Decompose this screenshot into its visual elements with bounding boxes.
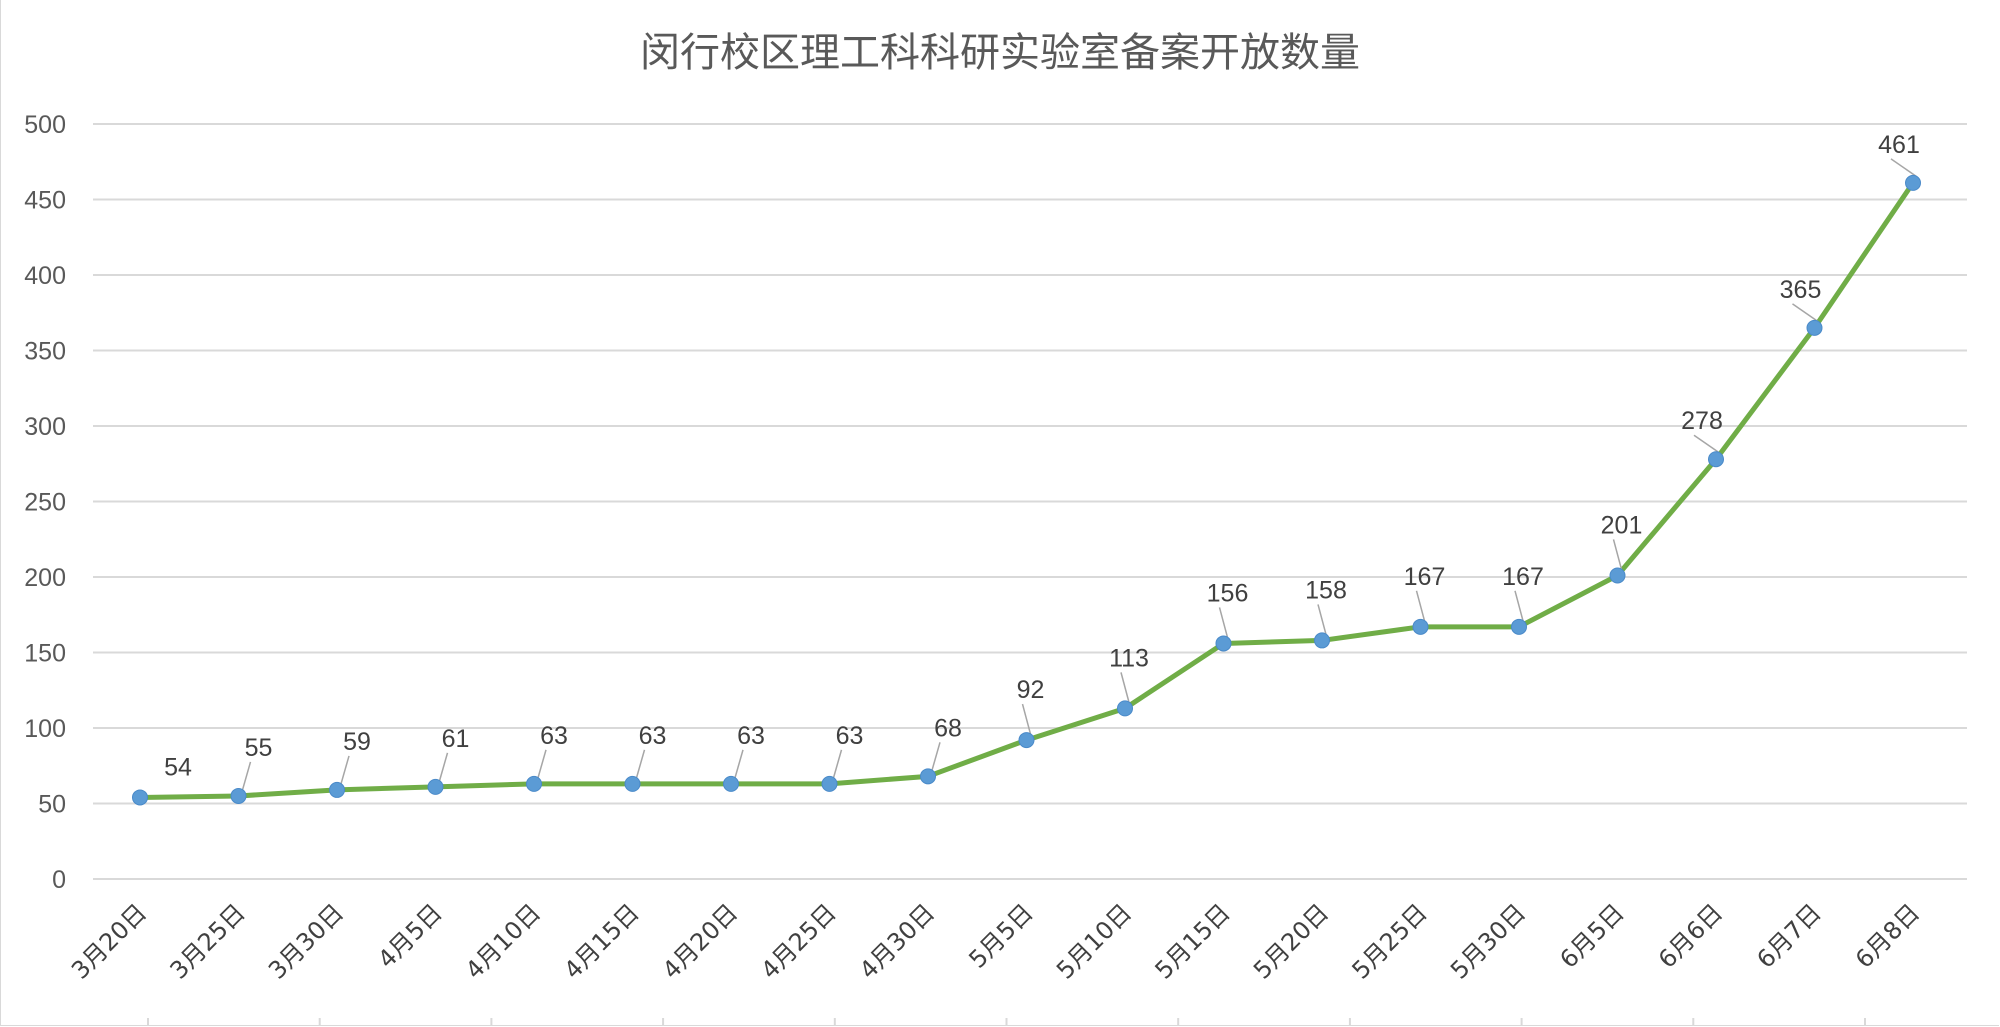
- y-tick-label: 200: [24, 564, 66, 592]
- data-label: 113: [1109, 644, 1149, 672]
- x-tick-label: 6月8日: [1850, 898, 1925, 973]
- data-label: 55: [245, 734, 273, 762]
- y-tick-label: 0: [52, 866, 66, 894]
- chart-title: 闵行校区理工科科研实验室备案开放数量: [640, 30, 1360, 76]
- data-point-marker: [1905, 174, 1921, 191]
- data-point-marker: [821, 775, 838, 792]
- x-tick-label: 5月20日: [1248, 898, 1334, 984]
- data-point-marker: [1511, 618, 1527, 635]
- x-tick-label: 5月10日: [1051, 898, 1137, 984]
- data-label: 278: [1681, 407, 1723, 435]
- data-point-marker: [132, 789, 148, 806]
- data-label: 201: [1601, 511, 1643, 539]
- data-label-leader: [1890, 158, 1918, 178]
- data-label-leader: [734, 749, 744, 779]
- y-tick-label: 350: [24, 338, 66, 366]
- data-point-marker: [1215, 635, 1232, 652]
- y-tick-label: 400: [24, 262, 66, 290]
- data-label-leader: [1415, 590, 1426, 622]
- y-tick-label: 100: [24, 715, 66, 743]
- data-point-marker: [624, 775, 641, 792]
- y-tick-label: 500: [24, 111, 66, 139]
- data-label: 68: [934, 714, 962, 742]
- x-tick-label: 4月30日: [854, 898, 940, 984]
- data-label-leader: [537, 749, 547, 779]
- data-label: 54: [164, 753, 192, 781]
- data-label: 365: [1780, 276, 1822, 304]
- x-tick-label: 4月5日: [372, 898, 447, 973]
- data-label-leader: [241, 761, 252, 791]
- y-tick-label: 50: [38, 791, 66, 819]
- x-tick-label: 3月30日: [263, 898, 349, 984]
- x-tick-label: 6月7日: [1751, 898, 1826, 973]
- data-label: 167: [1404, 563, 1446, 591]
- data-label-leader: [931, 742, 941, 771]
- data-label: 63: [540, 722, 568, 750]
- data-point-marker: [723, 775, 739, 792]
- x-tick-label: 4月25日: [756, 898, 842, 984]
- data-label-leader: [1792, 303, 1819, 323]
- x-tick-label: 3月25日: [165, 898, 251, 984]
- data-point-marker: [329, 781, 345, 798]
- data-label-leader: [1218, 607, 1229, 638]
- data-label-leader: [1120, 672, 1130, 703]
- y-tick-label: 150: [24, 640, 66, 668]
- data-label-leader: [340, 755, 350, 785]
- data-label-leader: [1612, 539, 1623, 570]
- data-label: 92: [1017, 676, 1045, 704]
- x-tick-label: 3月20日: [66, 898, 152, 984]
- data-label-leader: [1317, 604, 1327, 635]
- data-point-marker: [1708, 451, 1724, 468]
- data-label: 461: [1878, 131, 1920, 159]
- y-tick-label: 250: [24, 489, 66, 517]
- data-point-marker: [1609, 567, 1626, 584]
- data-label-leader: [635, 749, 646, 779]
- data-labels: 54 55 59 61 63 63 63 63 68 92 113 156 158 167 167 201 27…: [164, 131, 1920, 782]
- x-axis-bottom-ticks: [147, 1018, 1866, 1026]
- data-label-leader: [832, 749, 843, 779]
- x-tick-label: 5月30日: [1445, 898, 1531, 984]
- data-point-marker: [920, 768, 936, 785]
- data-point-marker: [526, 775, 542, 792]
- x-tick-label: 5月15日: [1150, 898, 1236, 984]
- y-axis-tick-labels: 0 50 100 150 200 250 300 350 400 450 500: [24, 111, 66, 894]
- data-label: 63: [737, 722, 765, 750]
- y-tick-label: 300: [24, 413, 66, 441]
- data-label-leaders: [241, 158, 1918, 791]
- data-label: 156: [1207, 579, 1249, 607]
- data-label-leader: [1693, 434, 1721, 454]
- data-point-marker: [1117, 700, 1133, 717]
- x-tick-label: 4月15日: [559, 898, 645, 984]
- data-point-marker: [230, 787, 247, 804]
- y-tick-label: 450: [24, 187, 66, 215]
- data-label-leader: [1021, 703, 1032, 735]
- x-tick-label: 6月5日: [1554, 898, 1629, 973]
- x-tick-label: 6月6日: [1653, 898, 1728, 973]
- data-point-marker: [1412, 618, 1429, 635]
- gridlines: [93, 123, 1967, 880]
- x-axis-tick-labels: 3月20日 3月25日 3月30日 4月5日 4月10日 4月15日 4月20日 4月25日 4…: [66, 898, 1925, 984]
- data-point-marker: [427, 778, 444, 795]
- x-tick-label: 4月10日: [460, 898, 546, 984]
- data-point-marker: [1806, 319, 1823, 336]
- data-label: 61: [442, 725, 470, 753]
- data-label-leader: [438, 752, 449, 782]
- x-tick-label: 4月20日: [657, 898, 743, 984]
- data-label: 167: [1502, 563, 1544, 591]
- data-label: 63: [836, 722, 864, 750]
- data-label-leader: [1514, 590, 1524, 622]
- data-point-marker: [1314, 632, 1330, 649]
- x-tick-label: 5月25日: [1347, 898, 1433, 984]
- x-tick-label: 5月5日: [963, 898, 1038, 973]
- data-label: 63: [639, 722, 667, 750]
- data-point-markers: [132, 174, 1921, 806]
- data-label: 158: [1305, 576, 1347, 604]
- data-label: 59: [343, 728, 371, 756]
- data-point-marker: [1018, 732, 1035, 749]
